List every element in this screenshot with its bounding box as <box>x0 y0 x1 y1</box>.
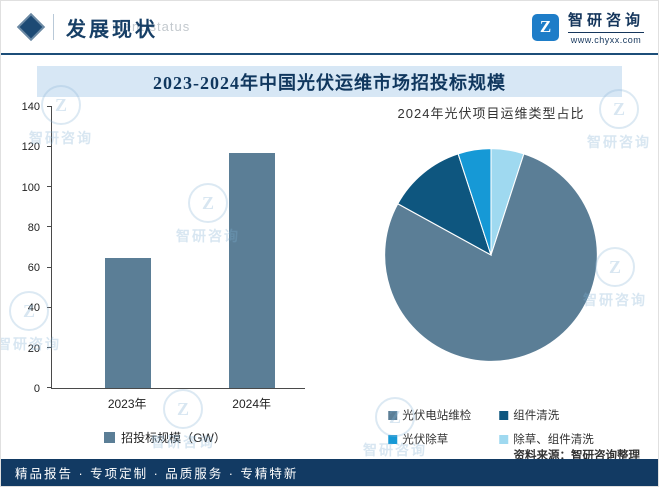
y-tick-mark <box>47 226 52 228</box>
brand-divider <box>567 32 644 33</box>
bar-2024年 <box>228 153 275 388</box>
pie-legend: 光伏电站维检 组件清洗光伏除草 除草、组件清洗 <box>388 407 594 447</box>
pie-graphic <box>384 148 598 362</box>
section-title-wrap: ment status 发展现状 <box>66 13 189 42</box>
y-tick-mark <box>47 186 52 188</box>
y-tick-label: 140 <box>21 101 40 113</box>
y-tick-label: 100 <box>21 181 40 194</box>
legend-label: 除草、组件清洗 <box>513 434 594 446</box>
y-tick-label: 120 <box>21 141 40 154</box>
chart-title: 2023-2024年中国光伏运维市场招投标规模 <box>153 72 506 93</box>
y-tick-mark <box>47 146 52 148</box>
header-rule <box>1 53 658 55</box>
y-tick-label: 80 <box>27 221 40 234</box>
legend-swatch <box>388 410 398 420</box>
y-tick-mark <box>47 266 52 268</box>
y-axis: 0 20 40 60 80 100 120 140 <box>9 101 45 395</box>
brand-text: 智研咨询 www.chyxx.com <box>567 9 644 45</box>
header-left: ment status 发展现状 <box>15 12 189 42</box>
pie-legend-item: 光伏除草 <box>388 431 471 447</box>
legend-swatch <box>499 434 509 444</box>
pie-title: 2024年光伏项目运维类型占比 <box>397 106 585 121</box>
bar-2023年 <box>104 257 151 388</box>
footer-bar: 精品报告 · 专项定制 · 品质服务 · 专精特新 <box>1 459 658 486</box>
brand-website: www.chyxx.com <box>570 35 642 45</box>
pie-slice-光伏电站维检 <box>384 153 598 362</box>
brand-name: 智研咨询 <box>567 12 644 29</box>
legend-label: 招投标规模（GW） <box>121 431 226 445</box>
x-axis-label: 2024年 <box>232 397 271 411</box>
legend-swatch <box>388 434 398 444</box>
header-divider <box>53 14 54 40</box>
header: ment status 发展现状 Z 智研咨询 www.chyxx.com <box>1 1 658 53</box>
bar-chart: 0 20 40 60 80 100 120 140 2023年 2024年 招投标规模（GW） <box>9 99 321 451</box>
diamond-icon <box>16 12 46 42</box>
bar-plot-area <box>47 106 305 389</box>
x-axis-label: 2023年 <box>107 397 147 411</box>
brand-block: Z 智研咨询 www.chyxx.com <box>531 9 644 45</box>
pie-slice-光伏除草 <box>457 148 492 256</box>
y-tick-label: 40 <box>27 302 40 315</box>
y-tick-mark <box>47 106 52 107</box>
x-axis-labels: 2023年 2024年 <box>51 395 305 411</box>
pie-legend-item: 光伏电站维检 <box>388 407 471 423</box>
footer-slogan: 精品报告 · 专项定制 · 品质服务 · 专精特新 <box>15 467 299 481</box>
y-tick-label: 0 <box>33 383 40 395</box>
legend-swatch <box>499 410 509 420</box>
pie-slice-组件清洗 <box>397 153 492 257</box>
y-tick-mark <box>47 346 52 348</box>
pie-chart: 2024年光伏项目运维类型占比 光伏电站维检 组件清洗光伏除草 除草、组件清洗 <box>326 103 656 455</box>
y-tick-mark <box>47 306 52 308</box>
y-tick-mark <box>47 387 52 388</box>
legend-label: 光伏除草 <box>402 434 449 446</box>
brand-logo-icon: Z <box>531 13 559 41</box>
pie-legend-item: 除草、组件清洗 <box>499 431 594 447</box>
pie-legend-item: 组件清洗 <box>499 407 594 423</box>
y-tick-label: 20 <box>27 342 40 355</box>
y-tick-label: 60 <box>27 262 40 275</box>
legend-label: 光伏电站维检 <box>402 410 472 422</box>
ghost-watermark-text: ment status <box>112 18 191 34</box>
legend-label: 组件清洗 <box>513 410 560 422</box>
legend-swatch <box>104 432 116 443</box>
page-title: 发展现状 <box>66 18 158 41</box>
bar-legend: 招投标规模（GW） <box>9 429 321 446</box>
chart-title-strip: 2023-2024年中国光伏运维市场招投标规模 <box>37 66 622 97</box>
